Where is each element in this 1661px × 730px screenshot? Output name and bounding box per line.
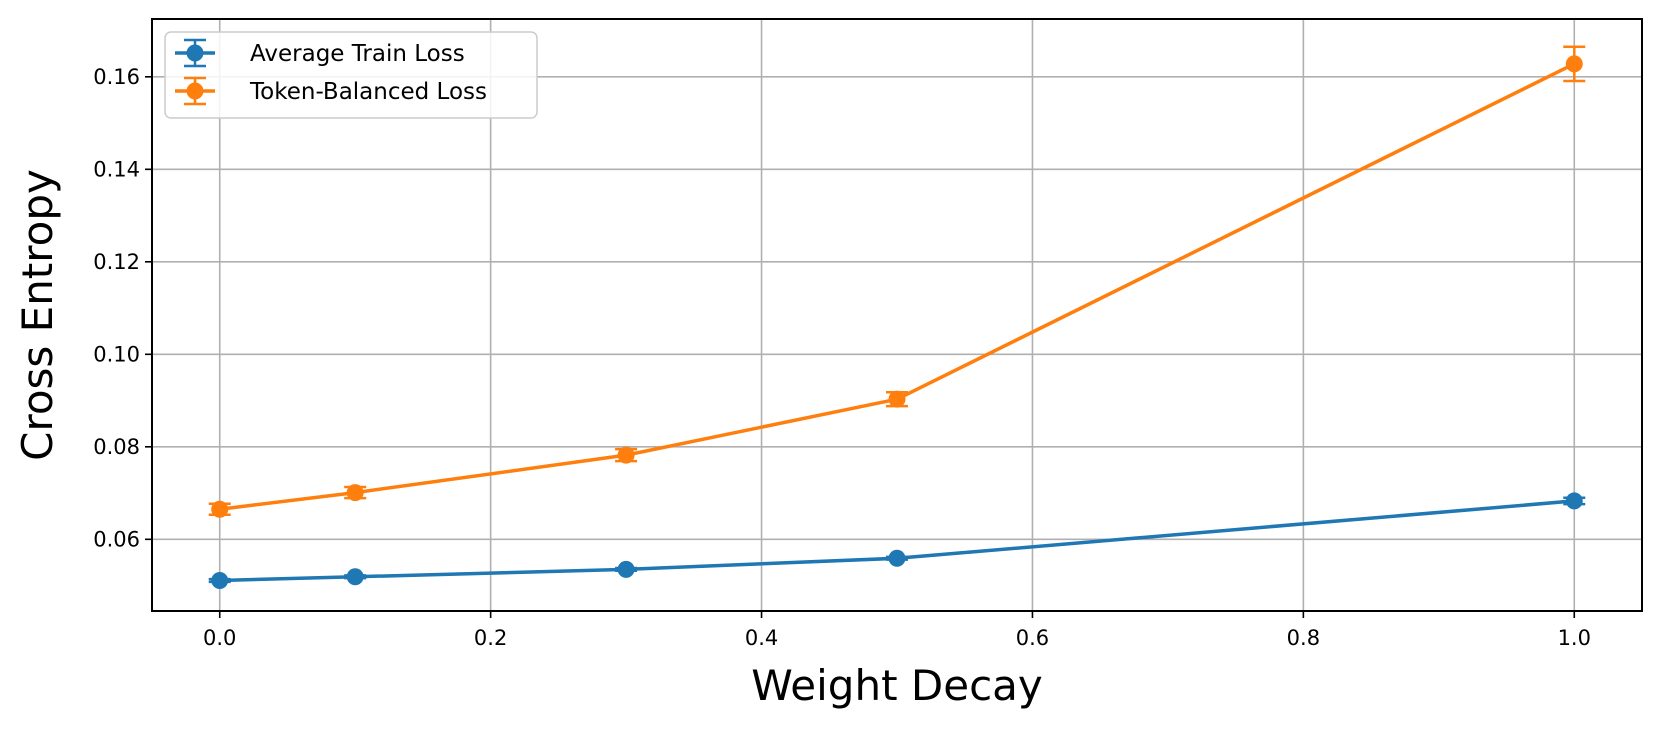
y-tick-label: 0.14 bbox=[93, 157, 140, 181]
series-line bbox=[219, 499, 1575, 583]
y-tick-label: 0.08 bbox=[93, 435, 140, 459]
x-tick-label: 1.0 bbox=[1558, 626, 1591, 650]
data-point bbox=[617, 446, 635, 464]
data-point bbox=[888, 549, 906, 567]
legend-marker bbox=[186, 82, 204, 100]
x-tick-label: 0.8 bbox=[1287, 626, 1320, 650]
data-point bbox=[346, 484, 364, 502]
data-point bbox=[211, 571, 229, 589]
series-line bbox=[219, 62, 1576, 511]
x-tick-label: 0.2 bbox=[474, 626, 507, 650]
legend-entry-1: Token-Balanced Loss bbox=[175, 76, 487, 106]
y-tick-label: 0.10 bbox=[93, 342, 140, 366]
legend-box bbox=[164, 31, 538, 119]
data-point bbox=[1565, 55, 1583, 73]
y-tick-label: 0.12 bbox=[93, 250, 140, 274]
series-layer bbox=[208, 45, 1586, 589]
x-tick-label: 0.4 bbox=[745, 626, 778, 650]
x-tick-label: 0.6 bbox=[1016, 626, 1049, 650]
legend-entry-0: Average Train Loss bbox=[175, 38, 465, 68]
plot-frame bbox=[151, 18, 1643, 612]
legend-label: Average Train Loss bbox=[250, 41, 465, 67]
legend: Average Train Loss Token-Balanced Loss bbox=[164, 31, 538, 119]
data-point bbox=[211, 500, 229, 518]
x-axis-label: Weight Decay bbox=[751, 661, 1043, 710]
data-point bbox=[1565, 492, 1583, 510]
y-tick-label: 0.16 bbox=[93, 65, 140, 89]
legend-label: Token-Balanced Loss bbox=[249, 79, 487, 105]
y-axis-label: Cross Entropy bbox=[13, 169, 62, 461]
x-tick-label: 0.0 bbox=[203, 626, 236, 650]
legend-marker bbox=[186, 44, 204, 62]
data-point bbox=[888, 390, 906, 408]
data-point bbox=[617, 560, 635, 578]
y-tick-label: 0.06 bbox=[93, 527, 140, 551]
data-point bbox=[346, 568, 364, 586]
ticks: 0.0 0.2 0.4 0.6 0.8 1.0 0.06 0.08 0.10 0.12 0.14 0.… bbox=[93, 65, 1591, 650]
series-1 bbox=[208, 45, 1586, 518]
series-0 bbox=[208, 492, 1586, 589]
